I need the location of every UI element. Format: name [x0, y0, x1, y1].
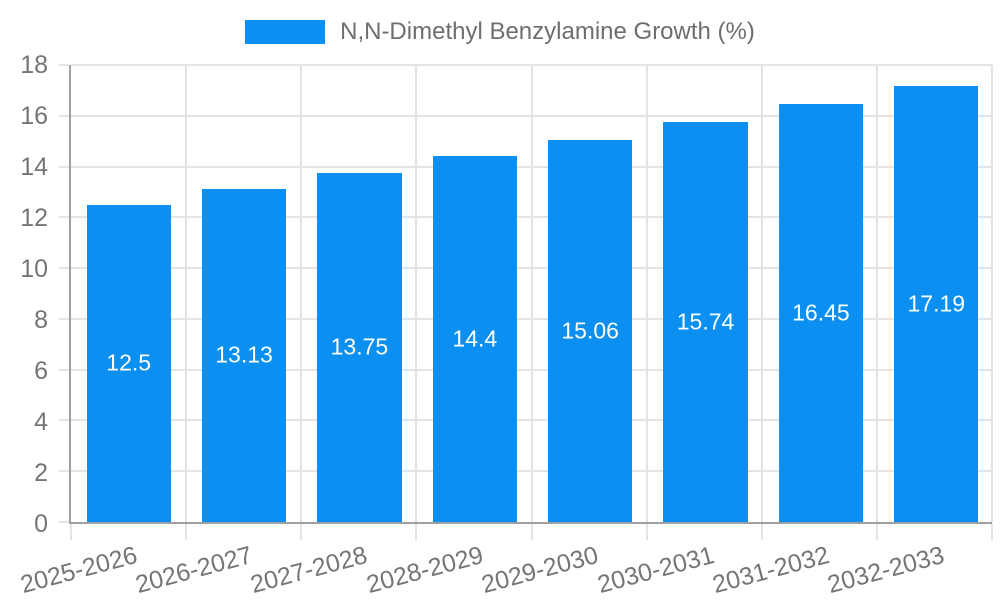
y-tick-label: 0 [34, 510, 48, 538]
bar[interactable]: 16.45 [778, 104, 864, 522]
bar-value-label: 13.75 [330, 333, 389, 360]
bar[interactable]: 13.13 [201, 188, 287, 522]
y-axis-tick [59, 267, 69, 270]
y-axis-tick [59, 216, 69, 219]
y-tick-label: 4 [34, 408, 48, 436]
y-axis-tick [59, 368, 69, 371]
bar[interactable]: 17.19 [894, 85, 979, 522]
y-tick-label: 12 [20, 204, 48, 232]
gridline-vertical [415, 65, 418, 522]
bar-value-label: 12.5 [106, 349, 152, 376]
legend-swatch-icon [245, 20, 326, 44]
x-axis-tick [185, 524, 188, 540]
x-axis-tick [645, 524, 648, 540]
y-axis-tick [59, 165, 69, 168]
y-axis-tick [59, 317, 69, 320]
y-axis-tick [59, 419, 69, 422]
bar-value-label: 15.74 [676, 308, 735, 335]
x-axis-tick [760, 524, 763, 540]
x-axis-tick [300, 524, 303, 540]
gridline-vertical [645, 65, 648, 522]
y-axis-tick [59, 470, 69, 473]
bar-value-label: 13.13 [215, 341, 273, 368]
y-tick-label: 2 [34, 459, 48, 487]
bar-value-label: 14.4 [452, 325, 498, 352]
x-axis-tick [875, 524, 878, 540]
y-axis-tick [59, 114, 69, 117]
legend[interactable]: N,N-Dimethyl Benzylamine Growth (%) [0, 18, 1000, 46]
y-tick-label: 10 [20, 255, 48, 283]
bar[interactable]: 15.74 [663, 122, 748, 522]
x-axis-tick [530, 524, 533, 540]
y-tick-label: 18 [20, 51, 48, 79]
bar-value-label: 17.19 [907, 290, 966, 317]
bar-value-label: 15.06 [561, 317, 619, 344]
gridline-vertical [991, 65, 993, 522]
y-axis-tick [59, 64, 69, 66]
bar[interactable]: 12.5 [86, 204, 171, 522]
x-axis-tick [415, 524, 418, 540]
legend-label: N,N-Dimethyl Benzylamine Growth (%) [340, 18, 755, 45]
gridline-vertical [760, 65, 763, 522]
gridline-vertical [185, 65, 188, 522]
y-axis-tick [59, 521, 69, 523]
bar-value-label: 16.45 [792, 299, 850, 326]
y-tick-label: 16 [20, 102, 48, 130]
gridline-vertical [530, 65, 533, 522]
bar[interactable]: 13.75 [317, 172, 402, 522]
x-axis-tick [70, 524, 72, 540]
y-tick-label: 8 [34, 306, 48, 334]
plot-area: 12.5 13.13 13.75 14.4 15.06 15.74 16.45 17.19 [59, 64, 993, 540]
bar[interactable]: 14.4 [432, 156, 517, 522]
x-axis-tick [991, 524, 993, 540]
y-tick-label: 14 [20, 153, 48, 181]
y-tick-label: 6 [34, 357, 48, 385]
bar[interactable]: 15.06 [548, 139, 633, 522]
gridline-vertical [300, 65, 303, 522]
gridline-vertical [875, 65, 878, 522]
